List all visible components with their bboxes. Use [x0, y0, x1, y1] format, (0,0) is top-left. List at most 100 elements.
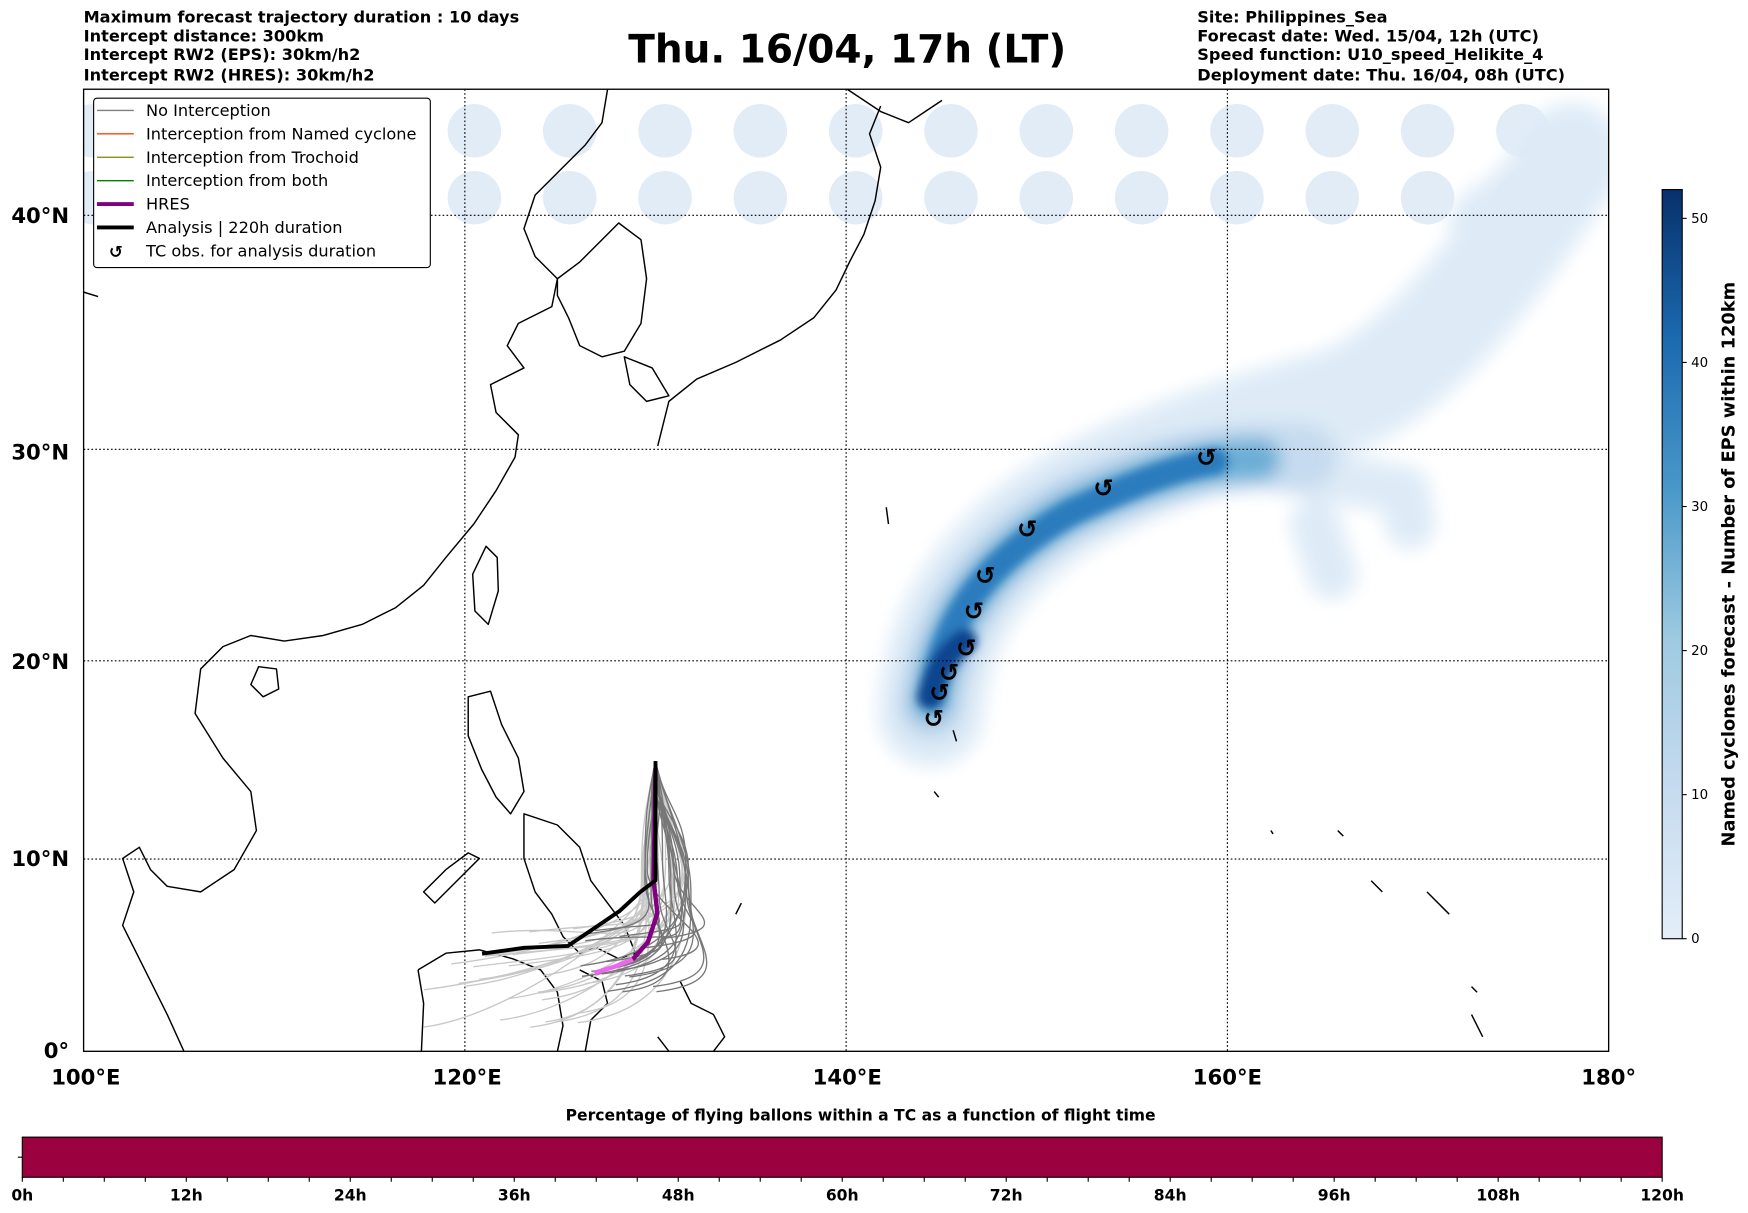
colorbar-tick-label: 20 [1691, 644, 1708, 659]
header-right: Site: Philippines_Sea Forecast date: Wed… [1197, 7, 1565, 84]
colorbar-tick-label: 30 [1691, 500, 1708, 515]
map-frame [82, 88, 1610, 1052]
density-blob [638, 170, 692, 225]
bar-chart-ticks: 0h 12h 24h 36h 48h 60h 72h 84h 96h 108h 120h [11, 1177, 1684, 1205]
tc-obs-marker: ↺ [975, 561, 996, 590]
density-blob [1210, 170, 1264, 225]
tc-obs-marker: ↺ [1196, 443, 1217, 472]
density-blob [1114, 104, 1169, 158]
hres-track-late [593, 957, 634, 975]
map-area: ↺↺↺↺↺↺↺↺↺ [83, 89, 1609, 1052]
lon-label-140: 140°E [813, 1065, 882, 1090]
density-blob [828, 170, 883, 225]
header-intercept-hres: Intercept RW2 (HRES): 30km/h2 [84, 65, 375, 84]
bar-chart-tick-label: 84h [1154, 1187, 1187, 1205]
colorbar-gradient [1661, 189, 1683, 940]
density-blob [1019, 104, 1074, 158]
density-blob [447, 170, 502, 225]
density-blob [733, 104, 788, 158]
tc-obs-marker: ↺ [1093, 474, 1114, 503]
header-intercept-eps: Intercept RW2 (EPS): 30km/h2 [84, 45, 361, 64]
colorbar-label: Named cyclones forecast - Number of EPS … [1719, 282, 1740, 847]
colorbar-tick-label: 50 [1691, 212, 1708, 227]
legend: No Interception Interception from Named … [93, 97, 431, 269]
density-blob [1305, 104, 1359, 158]
bar-chart-tick-label: 12h [170, 1187, 203, 1205]
density-blob [542, 104, 597, 158]
legend-label-trochoid: Interception from Trochoid [146, 148, 359, 167]
lon-axis-labels: 100°E 120°E 140°E 160°E 180° [51, 1065, 1636, 1090]
header-max-duration: Maximum forecast trajectory duration : 1… [84, 7, 520, 26]
flight-time-bar-chart: Percentage of flying ballons within a TC… [11, 1106, 1684, 1204]
lon-label-100: 100°E [51, 1065, 120, 1090]
header-speed-function: Speed function: U10_speed_Helikite_4 [1197, 45, 1543, 64]
lat-axis-labels: 40°N 30°N 20°N 10°N 0° [11, 203, 69, 1063]
colorbar-tick-label: 0 [1691, 932, 1700, 947]
header-left: Maximum forecast trajectory duration : 1… [84, 7, 520, 84]
lat-label-40: 40°N [11, 203, 69, 228]
colorbar-ticks: 0 10 20 30 40 50 [1682, 212, 1708, 947]
tc-obs-marker: ↺ [956, 633, 977, 662]
lat-label-10: 10°N [11, 846, 69, 871]
tc-obs-marker: ↺ [924, 704, 945, 733]
tc-obs-marker: ↺ [929, 678, 950, 707]
ensemble-trajectory [652, 760, 705, 988]
density-blob [924, 170, 978, 225]
coastlines [83, 89, 1484, 1052]
bar-chart-tick-label: 0h [11, 1187, 33, 1205]
bar-chart-title: Percentage of flying ballons within a TC… [566, 1106, 1156, 1124]
density-blob [638, 104, 692, 158]
lon-label-120: 120°E [432, 1065, 501, 1090]
percentage-bar [21, 1136, 1663, 1178]
bar-chart-tick-label: 48h [662, 1187, 695, 1205]
tc-symbol-icon: ↺ [109, 242, 123, 262]
ensemble-trajectory [645, 760, 696, 949]
density-blob [447, 104, 502, 158]
density-blob [924, 104, 978, 158]
header-intercept-distance: Intercept distance: 300km [84, 26, 324, 45]
density-blob [1019, 170, 1074, 225]
tc-obs-marker: ↺ [964, 596, 985, 625]
tc-obs-marker: ↺ [1017, 514, 1038, 543]
bar-chart-tick-label: 96h [1318, 1187, 1351, 1205]
density-blob [828, 104, 883, 158]
lat-label-0: 0° [44, 1038, 69, 1063]
bar-chart-tick-label: 36h [498, 1187, 531, 1205]
legend-label-tc-obs: TC obs. for analysis duration [145, 241, 376, 260]
legend-label-both: Interception from both [146, 171, 328, 190]
density-blob [733, 170, 788, 225]
legend-label-hres: HRES [146, 195, 190, 214]
analysis-track [481, 761, 658, 956]
density-blob [1210, 104, 1264, 158]
tc-observations: ↺↺↺↺↺↺↺↺↺ [924, 443, 1217, 733]
bar-chart-tick-label: 24h [334, 1187, 367, 1205]
legend-label-analysis: Analysis | 220h duration [146, 218, 342, 237]
bar-chart-tick-label: 108h [1476, 1187, 1520, 1205]
header-site: Site: Philippines_Sea [1197, 7, 1387, 26]
legend-label-named-cyclone: Interception from Named cyclone [146, 124, 416, 143]
density-blob [1400, 170, 1455, 225]
density-blob [1400, 104, 1455, 158]
ensemble-trajectory [606, 761, 663, 963]
lat-label-30: 30°N [11, 439, 69, 464]
ensemble-trajectory [585, 760, 683, 942]
colorbar-tick-label: 10 [1691, 788, 1708, 803]
bar-chart-tick-label: 72h [990, 1187, 1023, 1205]
legend-label-no-interception: No Interception [146, 101, 271, 120]
density-blob [1305, 170, 1359, 225]
legend-box [93, 97, 431, 269]
lon-label-160: 160°E [1193, 1065, 1262, 1090]
colorbar: 0 10 20 30 40 50 Named cyclones forecast - Nu… [1661, 189, 1740, 947]
header-forecast-date: Forecast date: Wed. 15/04, 12h (UTC) [1197, 26, 1539, 45]
lon-label-180: 180° [1581, 1065, 1636, 1090]
chart-title: Thu. 16/04, 17h (LT) [628, 27, 1066, 72]
tc-obs-marker: ↺ [939, 658, 960, 687]
lat-label-20: 20°N [11, 649, 69, 674]
header-deployment-date: Deployment date: Thu. 16/04, 08h (UTC) [1197, 65, 1565, 84]
density-blob [542, 170, 597, 225]
bar-chart-tick-label: 60h [826, 1187, 859, 1205]
density-blob [1114, 170, 1169, 225]
ensemble-trajectory [550, 760, 657, 949]
colorbar-tick-label: 40 [1691, 356, 1708, 371]
